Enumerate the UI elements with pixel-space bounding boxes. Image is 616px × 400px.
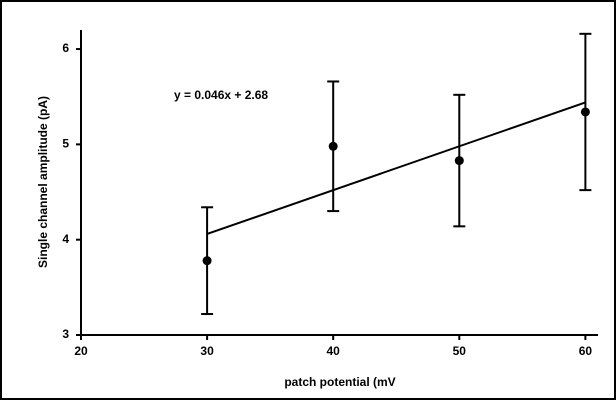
y-tick-label: 6 — [62, 41, 69, 55]
x-axis-label: patch potential (mV — [284, 375, 395, 389]
x-tick-label: 50 — [453, 344, 467, 358]
point — [580, 107, 590, 117]
point — [454, 156, 464, 166]
annotation: y = 0.046x + 2.68 — [174, 88, 268, 102]
y-tick-label: 5 — [62, 137, 69, 151]
point — [328, 141, 338, 151]
x-tick-label: 20 — [74, 344, 88, 358]
y-tick-label: 4 — [62, 232, 69, 246]
trendline — [206, 101, 586, 235]
x-tick-label: 60 — [579, 344, 593, 358]
x-tick-label: 30 — [200, 344, 214, 358]
y-tick-label: 3 — [62, 327, 69, 341]
y-axis-label: Single channel amplitude (pA) — [36, 96, 50, 268]
x-tick-label: 40 — [327, 344, 341, 358]
point — [202, 256, 212, 266]
